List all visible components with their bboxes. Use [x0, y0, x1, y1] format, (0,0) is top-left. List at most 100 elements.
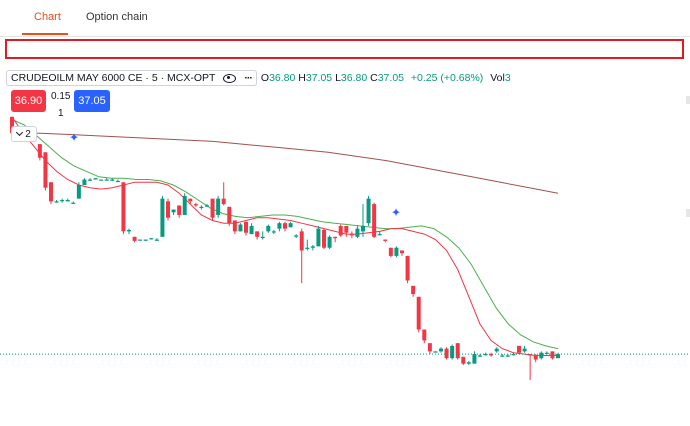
candle-body	[121, 182, 126, 232]
crosshair-icon: ✦	[391, 205, 401, 219]
candlesticks	[10, 116, 560, 380]
candle-body	[188, 198, 193, 202]
candle-body	[127, 230, 131, 232]
candle-body	[76, 185, 81, 199]
candle-body	[517, 345, 521, 353]
candle-body	[277, 223, 282, 229]
chart-legend: CRUDEOILM MAY 6000 CE · 5 · MCX-OPT ··· …	[6, 70, 511, 86]
candle-body	[205, 205, 209, 207]
candle-body	[199, 206, 204, 209]
candle-body	[489, 354, 494, 356]
close-label: C	[370, 72, 378, 84]
candle-body	[10, 116, 14, 134]
more-dots-icon[interactable]: ···	[244, 72, 252, 84]
candle-body	[177, 205, 182, 215]
candle-body	[550, 351, 555, 359]
candle-body	[104, 179, 109, 181]
price-scale-marker	[686, 209, 690, 217]
candle-body	[166, 201, 170, 218]
price-chart[interactable]: ✦✦	[0, 62, 690, 426]
candle-body	[444, 348, 449, 359]
candle-body	[310, 246, 315, 248]
candle-body	[210, 198, 215, 218]
volume-value: 3	[504, 72, 511, 84]
candle-body	[154, 239, 159, 241]
candle-body	[115, 180, 120, 183]
candle-body	[433, 351, 438, 353]
candle-body	[193, 204, 198, 206]
candle-body	[461, 356, 466, 364]
candle-body	[344, 225, 349, 233]
candle-body	[299, 231, 304, 251]
candle-body	[439, 348, 443, 352]
candle-body	[411, 285, 416, 295]
candle-body	[54, 201, 59, 203]
candle-body	[383, 239, 388, 241]
candle-body	[494, 348, 499, 352]
candle-body	[93, 178, 98, 180]
candle-body	[132, 236, 137, 241]
quantity-value[interactable]: 1	[58, 108, 64, 119]
candle-body	[43, 152, 48, 188]
moving-average-lines	[11, 116, 559, 356]
candle-body	[355, 228, 360, 237]
buy-button[interactable]: 37.05	[74, 90, 110, 112]
high-label: H	[298, 72, 306, 84]
open-label: O	[260, 72, 270, 84]
candle-body	[244, 221, 248, 233]
candle-body	[327, 236, 332, 248]
candle-body	[232, 220, 237, 232]
candle-body	[171, 209, 176, 213]
candle-body	[322, 230, 326, 248]
candle-body	[394, 247, 399, 256]
close-value: 37.05	[377, 72, 404, 84]
ma-fast-line	[11, 116, 558, 356]
candle-body	[49, 182, 53, 202]
candle-body	[71, 202, 76, 204]
candle-body	[455, 343, 460, 359]
active-tab-indicator	[22, 33, 68, 35]
candle-body	[377, 234, 382, 236]
candle-body	[556, 354, 560, 359]
candle-body	[288, 223, 293, 228]
candle-body	[361, 225, 365, 232]
candle-body	[65, 200, 70, 202]
candle-body	[260, 236, 265, 239]
indicator-count: 2	[25, 128, 31, 140]
high-value: 37.05	[305, 72, 333, 84]
candle-body	[505, 355, 510, 357]
candle-body	[466, 362, 471, 364]
tab-bar: Chart Option chain	[0, 0, 690, 37]
candle-body	[60, 200, 65, 202]
candle-body	[528, 354, 533, 356]
candle-body	[522, 348, 527, 352]
ma-mid-line	[11, 119, 559, 350]
highlight-box	[5, 39, 684, 59]
change-value: +0.25 (+0.68%)	[410, 72, 484, 84]
candle-body	[405, 255, 410, 281]
candle-body	[294, 235, 299, 237]
candle-body	[450, 345, 455, 359]
candle-body	[416, 296, 421, 330]
candle-body	[333, 236, 338, 239]
candle-body	[338, 225, 343, 236]
crosshair-markers: ✦✦	[69, 130, 401, 219]
candle-body	[349, 234, 354, 236]
candle-body	[388, 247, 393, 256]
candle-body	[305, 247, 310, 249]
indicators-toggle[interactable]: 2	[11, 126, 37, 142]
tab-chart[interactable]: Chart	[34, 11, 61, 23]
symbol-name: CRUDEOILM MAY 6000 CE · 5 · MCX-OPT	[11, 72, 216, 84]
candle-body	[37, 144, 42, 158]
candle-body	[82, 179, 87, 185]
candle-body	[544, 352, 549, 354]
chevron-down-icon	[16, 128, 24, 137]
eye-icon[interactable]	[223, 73, 237, 83]
crosshair-icon: ✦	[69, 130, 79, 144]
open-value: 36.80	[269, 72, 296, 84]
candle-body	[511, 354, 516, 356]
sell-button[interactable]: 36.90	[11, 90, 46, 112]
price-scale-marker	[686, 96, 690, 104]
symbol-selector[interactable]: CRUDEOILM MAY 6000 CE · 5 · MCX-OPT ···	[6, 70, 257, 86]
tab-option-chain[interactable]: Option chain	[86, 11, 148, 23]
